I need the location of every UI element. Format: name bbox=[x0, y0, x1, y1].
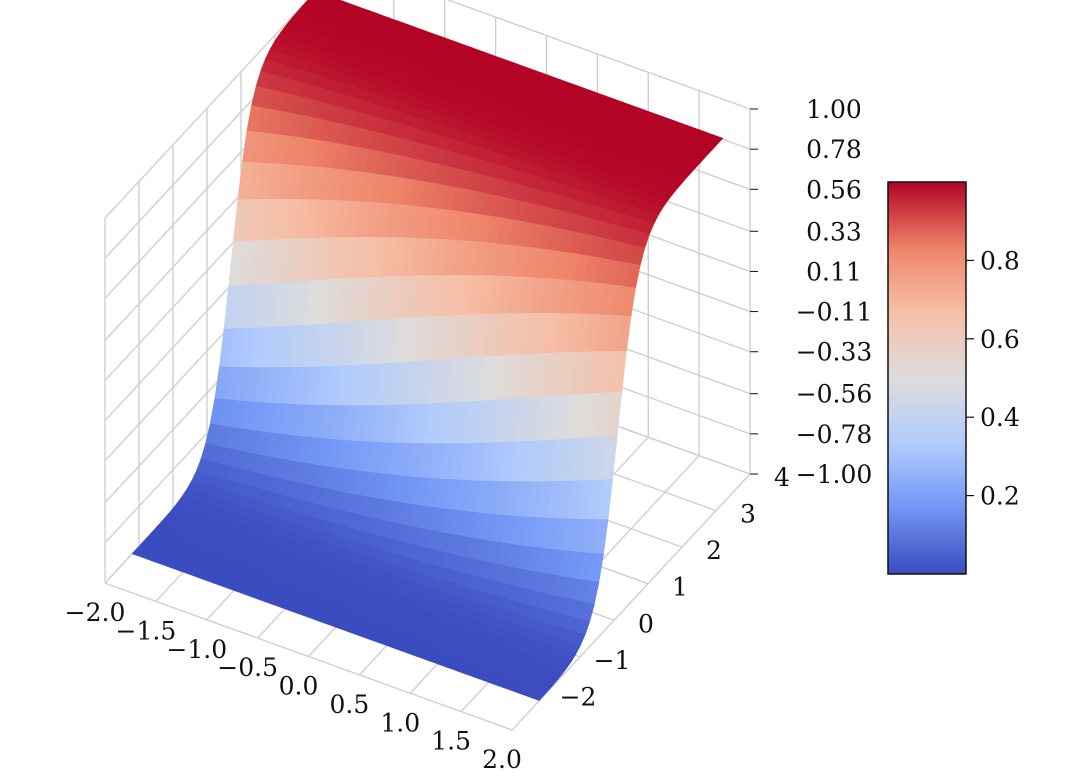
back-wall-gridline bbox=[446, 0, 751, 110]
floor-gridline bbox=[511, 473, 751, 731]
floor-gridline bbox=[104, 582, 513, 731]
colorbar-ticks: 0.2 0.4 0.6 0.8 bbox=[966, 246, 1020, 511]
z-tick-label: −1.00 bbox=[796, 460, 873, 489]
x-tick-label: −2.0 bbox=[65, 598, 126, 627]
colorbar-tick-label: 0.4 bbox=[980, 403, 1020, 432]
z-tick-label: −0.78 bbox=[796, 420, 873, 449]
z-tick-label: 1.00 bbox=[806, 95, 862, 124]
colorbar: 0.2 0.4 0.6 0.8 bbox=[887, 181, 1020, 575]
z-tick-label: −0.33 bbox=[796, 338, 873, 367]
x-tick-label: −1.5 bbox=[116, 616, 177, 645]
x-tick-label: 1.0 bbox=[380, 708, 420, 737]
y-tick-label: −1 bbox=[594, 646, 631, 675]
colorbar-tick-label: 0.2 bbox=[980, 482, 1020, 511]
z-tick-label: −0.11 bbox=[796, 298, 873, 327]
y-tick-label: 4 bbox=[774, 463, 790, 492]
z-tick-label: −0.56 bbox=[796, 380, 873, 409]
x-tick-label: 0.5 bbox=[329, 690, 369, 719]
y-tick-label: 0 bbox=[638, 609, 654, 638]
axis-ticks: 1.000.780.560.330.11−0.11−0.33−0.56−0.78… bbox=[65, 95, 873, 774]
y-tick-label: 1 bbox=[672, 573, 688, 602]
z-tick-label: 0.78 bbox=[806, 135, 862, 164]
y-tick-label: 2 bbox=[706, 536, 722, 565]
colorbar-tick-label: 0.8 bbox=[980, 246, 1020, 275]
x-tick-label: 2.0 bbox=[482, 745, 522, 771]
surface bbox=[131, 0, 724, 701]
z-tick-label: 0.33 bbox=[806, 217, 862, 246]
colorbar-gradient bbox=[887, 181, 967, 575]
z-tick-label: 0.11 bbox=[806, 257, 862, 286]
colorbar-tick-label: 0.6 bbox=[980, 325, 1020, 354]
y-tick-label: 3 bbox=[740, 500, 756, 529]
x-tick-label: −0.5 bbox=[217, 653, 278, 682]
x-tick-label: 0.0 bbox=[279, 672, 319, 701]
y-tick-label: −2 bbox=[560, 682, 597, 711]
x-tick-label: 1.5 bbox=[431, 727, 471, 756]
z-tick-label: 0.56 bbox=[806, 175, 862, 204]
x-tick-label: −1.0 bbox=[166, 635, 227, 664]
surface-patch bbox=[528, 691, 545, 701]
